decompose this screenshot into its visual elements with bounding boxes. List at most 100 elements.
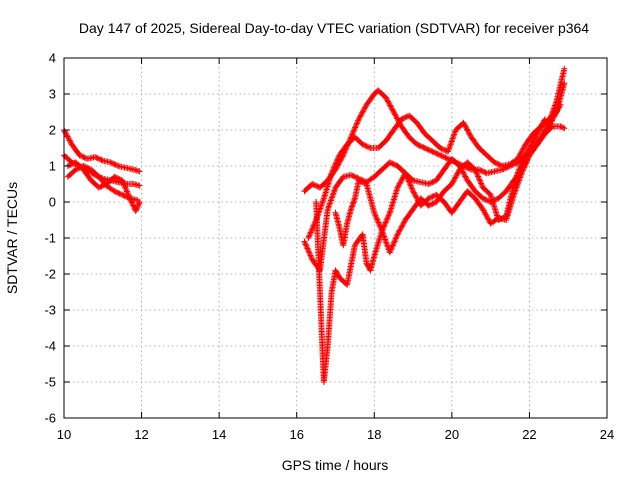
data-point	[374, 216, 381, 223]
data-point	[437, 152, 444, 159]
data-point	[111, 188, 118, 195]
data-point	[125, 192, 132, 199]
data-point	[540, 118, 547, 125]
data-point	[363, 143, 370, 150]
data-point	[532, 133, 539, 140]
data-point	[527, 142, 534, 149]
data-point	[408, 184, 415, 191]
data-point	[95, 155, 102, 162]
y-tick-label: -3	[44, 303, 56, 318]
data-point	[454, 170, 461, 177]
data-point	[320, 196, 327, 203]
data-point	[448, 138, 455, 145]
data-point	[473, 169, 480, 176]
data-point	[419, 143, 426, 150]
data-point	[484, 215, 491, 222]
data-point	[308, 255, 315, 262]
data-point	[108, 160, 115, 166]
data-point	[360, 142, 367, 148]
data-point	[500, 214, 507, 221]
data-point	[116, 190, 123, 197]
data-point	[426, 202, 433, 208]
data-point	[119, 177, 126, 184]
data-point	[308, 253, 315, 260]
data-point	[426, 147, 433, 154]
data-point	[520, 145, 527, 152]
data-point	[335, 154, 342, 161]
data-point	[133, 205, 140, 212]
data-point	[306, 249, 313, 256]
data-point	[520, 156, 527, 163]
data-point	[408, 185, 415, 192]
data-point	[65, 136, 72, 143]
data-point	[437, 145, 444, 151]
data-point	[355, 117, 362, 124]
data-point	[327, 199, 334, 205]
data-point	[461, 122, 468, 129]
data-point	[472, 167, 479, 174]
data-point	[331, 164, 338, 171]
data-point	[330, 188, 337, 195]
data-point	[120, 181, 127, 188]
data-point	[538, 122, 545, 129]
data-point	[525, 147, 532, 154]
data-point	[444, 148, 451, 155]
data-point	[359, 109, 366, 116]
data-point	[352, 123, 359, 130]
x-tick-label: 14	[212, 427, 226, 442]
data-point	[349, 130, 356, 137]
data-point	[561, 125, 568, 132]
data-point	[464, 126, 471, 133]
data-point	[561, 65, 568, 72]
x-tick-label: 20	[445, 427, 459, 442]
data-point	[353, 174, 360, 181]
data-point	[125, 191, 132, 198]
data-point	[399, 222, 406, 229]
data-point	[351, 125, 358, 132]
data-point	[485, 216, 492, 223]
data-point	[425, 146, 432, 153]
data-point	[329, 168, 336, 175]
data-point	[388, 160, 395, 166]
data-point	[387, 248, 394, 255]
data-point	[405, 178, 412, 185]
data-point	[306, 232, 313, 239]
data-point	[408, 176, 415, 183]
data-point	[329, 191, 336, 198]
data-point	[495, 161, 502, 168]
data-point	[482, 211, 489, 218]
data-point	[66, 137, 73, 144]
data-point	[410, 188, 417, 195]
data-point	[330, 166, 337, 173]
data-point	[384, 242, 391, 249]
data-point	[520, 166, 527, 173]
data-point	[534, 129, 541, 136]
data-point	[462, 173, 469, 180]
series-arc-morning-d	[64, 159, 143, 214]
data-point	[110, 160, 117, 167]
data-point	[391, 238, 398, 245]
data-point	[379, 227, 386, 234]
data-point	[381, 233, 388, 240]
data-point	[429, 200, 436, 207]
data-point	[478, 180, 485, 187]
data-point	[111, 161, 118, 168]
data-point	[98, 157, 105, 163]
data-point	[412, 193, 419, 200]
data-point	[400, 220, 407, 227]
data-point	[386, 211, 393, 218]
data-point	[481, 169, 488, 175]
data-point	[442, 154, 449, 161]
data-points	[61, 65, 568, 385]
data-point	[393, 114, 400, 121]
data-point	[429, 193, 436, 200]
data-point	[112, 174, 119, 181]
data-point	[541, 130, 548, 137]
data-point	[515, 169, 522, 176]
data-point	[496, 216, 503, 223]
data-point	[383, 218, 390, 225]
data-point	[112, 161, 119, 168]
data-point	[555, 105, 562, 112]
data-point	[460, 170, 467, 177]
data-point	[451, 131, 458, 138]
